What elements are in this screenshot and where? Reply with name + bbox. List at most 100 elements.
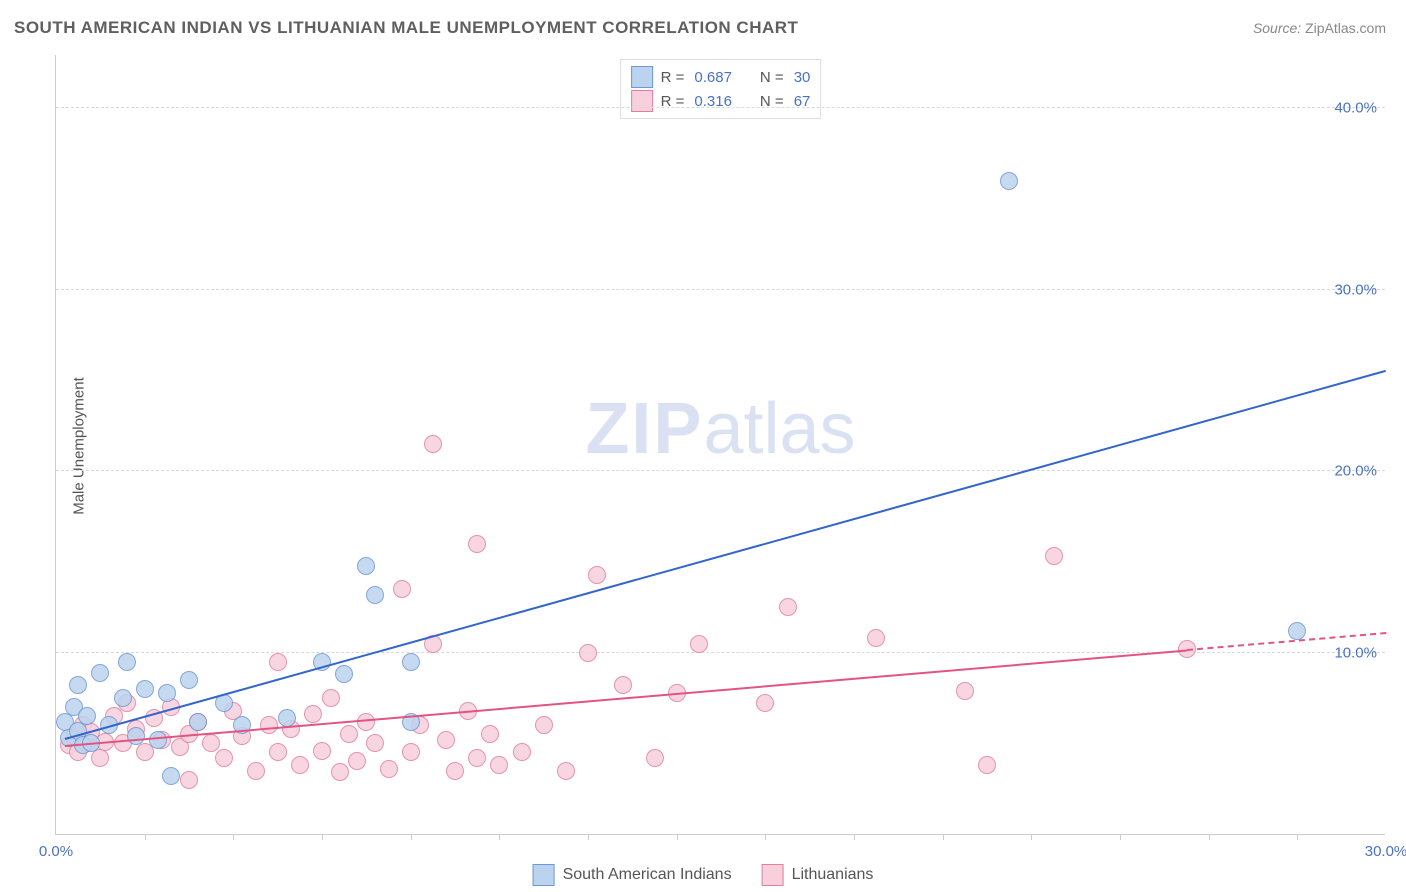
- correlation-legend: R = 0.687 N = 30 R =0.316N =67: [620, 59, 822, 119]
- x-tick-mark: [588, 834, 589, 840]
- scatter-point: [490, 756, 508, 774]
- x-tick-mark: [1297, 834, 1298, 840]
- scatter-point: [149, 731, 167, 749]
- x-tick-mark: [1031, 834, 1032, 840]
- scatter-point: [348, 752, 366, 770]
- x-tick-label: 0.0%: [39, 843, 73, 860]
- scatter-point: [614, 676, 632, 694]
- scatter-point: [402, 743, 420, 761]
- series-legend-label: South American Indians: [563, 866, 732, 884]
- gridline-h: [56, 107, 1385, 108]
- scatter-point: [579, 644, 597, 662]
- scatter-point: [158, 684, 176, 702]
- scatter-point: [402, 653, 420, 671]
- scatter-point: [260, 716, 278, 734]
- scatter-point: [588, 566, 606, 584]
- legend-swatch: [631, 90, 653, 112]
- series-legend: South American Indians Lithuanians: [533, 864, 874, 886]
- legend-swatch: [762, 864, 784, 886]
- scatter-point: [1000, 172, 1018, 190]
- y-tick-label: 10.0%: [1334, 644, 1377, 661]
- scatter-point: [78, 707, 96, 725]
- scatter-point: [313, 742, 331, 760]
- scatter-point: [535, 716, 553, 734]
- x-tick-mark: [411, 834, 412, 840]
- scatter-point: [202, 734, 220, 752]
- watermark-bold: ZIP: [585, 389, 703, 469]
- trend-line: [65, 649, 1187, 746]
- scatter-point: [91, 664, 109, 682]
- correlation-legend-row: R = 0.687 N = 30: [631, 66, 811, 88]
- watermark: ZIPatlas: [585, 388, 855, 470]
- x-tick-mark: [1120, 834, 1121, 840]
- scatter-point: [1045, 547, 1063, 565]
- scatter-point: [304, 705, 322, 723]
- scatter-point: [646, 749, 664, 767]
- scatter-point: [366, 734, 384, 752]
- scatter-point: [335, 665, 353, 683]
- scatter-point: [269, 743, 287, 761]
- scatter-point: [331, 763, 349, 781]
- scatter-point: [867, 629, 885, 647]
- legend-swatch: [631, 66, 653, 88]
- source-value: ZipAtlas.com: [1305, 20, 1386, 36]
- x-tick-mark: [499, 834, 500, 840]
- scatter-point: [424, 435, 442, 453]
- source-attribution: Source: ZipAtlas.com: [1253, 20, 1386, 36]
- source-label: Source:: [1253, 20, 1301, 36]
- scatter-point: [366, 586, 384, 604]
- scatter-point: [513, 743, 531, 761]
- scatter-point: [136, 680, 154, 698]
- scatter-point: [180, 671, 198, 689]
- scatter-point: [468, 749, 486, 767]
- scatter-point: [69, 676, 87, 694]
- series-legend-item: Lithuanians: [762, 864, 874, 886]
- scatter-point: [127, 727, 145, 745]
- y-tick-label: 30.0%: [1334, 281, 1377, 298]
- correlation-legend-row: R =0.316N =67: [631, 90, 811, 112]
- gridline-h: [56, 289, 1385, 290]
- scatter-point: [756, 694, 774, 712]
- y-tick-label: 20.0%: [1334, 463, 1377, 480]
- legend-n-prefix: N =: [760, 69, 784, 86]
- series-legend-item: South American Indians: [533, 864, 732, 886]
- scatter-point: [162, 767, 180, 785]
- scatter-point: [956, 682, 974, 700]
- y-tick-label: 40.0%: [1334, 100, 1377, 117]
- legend-n-value: 30: [794, 69, 811, 86]
- watermark-light: atlas: [703, 389, 855, 469]
- gridline-h: [56, 470, 1385, 471]
- scatter-point: [1288, 622, 1306, 640]
- scatter-point: [322, 689, 340, 707]
- scatter-point: [278, 709, 296, 727]
- legend-swatch: [533, 864, 555, 886]
- scatter-point: [189, 713, 207, 731]
- scatter-plot-area: ZIPatlas R = 0.687 N = 30 R =0.316N =67 10.0…: [55, 55, 1385, 835]
- x-tick-mark: [854, 834, 855, 840]
- series-legend-label: Lithuanians: [792, 866, 874, 884]
- x-tick-mark: [677, 834, 678, 840]
- x-tick-mark: [322, 834, 323, 840]
- trend-line: [65, 369, 1387, 739]
- scatter-point: [481, 725, 499, 743]
- scatter-point: [779, 598, 797, 616]
- x-tick-mark: [765, 834, 766, 840]
- legend-r-prefix: R =: [661, 69, 685, 86]
- scatter-point: [557, 762, 575, 780]
- x-tick-mark: [233, 834, 234, 840]
- scatter-point: [437, 731, 455, 749]
- scatter-point: [114, 689, 132, 707]
- scatter-point: [446, 762, 464, 780]
- legend-r-value: 0.687: [694, 69, 732, 86]
- scatter-point: [357, 557, 375, 575]
- scatter-point: [468, 535, 486, 553]
- scatter-point: [247, 762, 265, 780]
- scatter-point: [690, 635, 708, 653]
- scatter-point: [269, 653, 287, 671]
- x-tick-mark: [145, 834, 146, 840]
- x-tick-mark: [943, 834, 944, 840]
- chart-title: SOUTH AMERICAN INDIAN VS LITHUANIAN MALE…: [14, 18, 798, 38]
- scatter-point: [340, 725, 358, 743]
- x-tick-mark: [1209, 834, 1210, 840]
- scatter-point: [291, 756, 309, 774]
